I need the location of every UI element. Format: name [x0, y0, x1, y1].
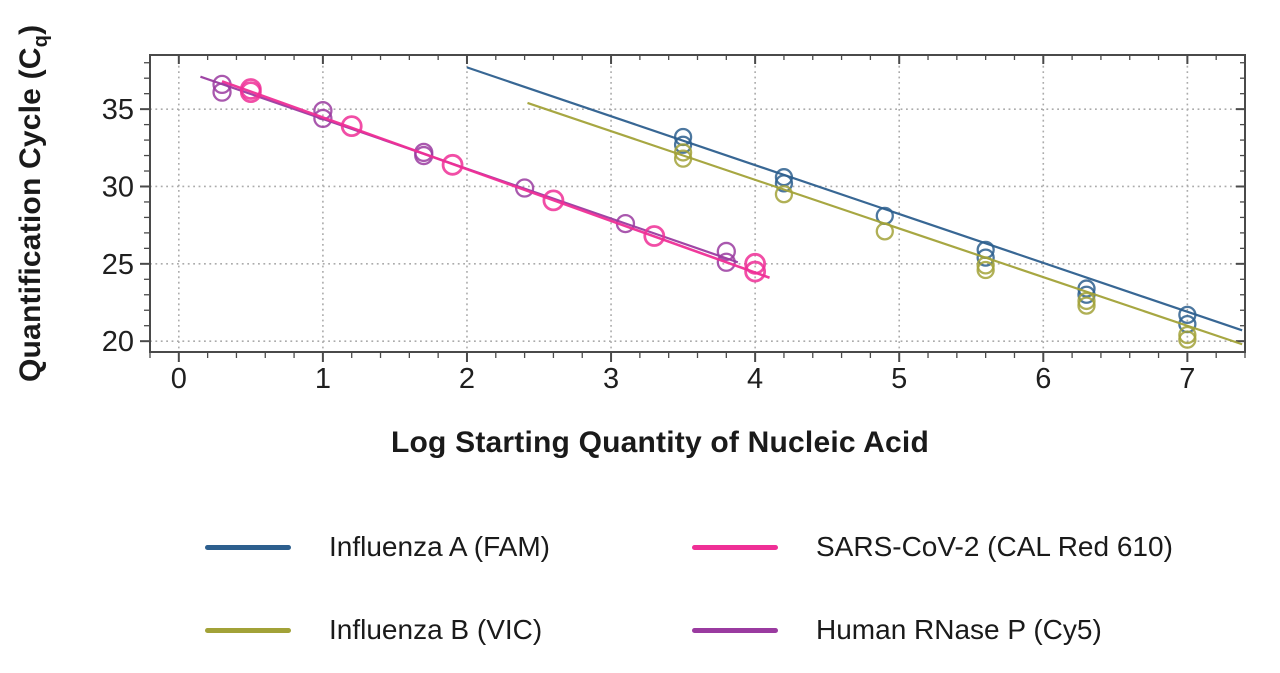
x-tick-label: 7: [1179, 363, 1195, 395]
data-point-sars-cov-2-cal-red-610: [340, 115, 363, 138]
legend-swatch-influenza-b: [205, 627, 291, 633]
legend-item-sars-cov-2: SARS-CoV-2 (CAL Red 610): [692, 531, 1173, 563]
data-point-influenza-a-fam: [673, 135, 693, 154]
legend-swatch-sars-cov-2: [692, 544, 778, 550]
data-point-influenza-b-vic: [673, 149, 693, 168]
data-point-human-rnase-p-cy5: [716, 252, 736, 272]
chart-plot-area: 0 1 2 3 4 5 6 7 20 25 30 35: [102, 54, 1246, 395]
data-point-influenza-a-fam: [1178, 305, 1197, 325]
data-point-influenza-b-vic: [875, 222, 894, 241]
data-point-human-rnase-p-cy5: [716, 241, 736, 262]
legend-item-human-rnase-p: Human RNase P (Cy5): [692, 614, 1102, 646]
x-tick-label: 5: [891, 363, 907, 395]
data-point-sars-cov-2-cal-red-610: [744, 260, 767, 283]
data-point-sars-cov-2-cal-red-610: [643, 225, 666, 247]
legend-swatch-influenza-a: [205, 544, 291, 550]
data-point-influenza-b-vic: [976, 256, 995, 275]
legend-label-influenza-a: Influenza A (FAM): [329, 531, 550, 562]
data-point-influenza-b-vic: [1178, 325, 1197, 345]
y-tick-label: 30: [102, 171, 134, 203]
x-tick-label: 6: [1035, 363, 1051, 395]
data-point-influenza-b-vic: [1077, 291, 1096, 311]
legend-swatch-human-rnase-p: [692, 627, 778, 633]
data-point-sars-cov-2-cal-red-610: [744, 252, 767, 275]
y-tick-label: 20: [102, 326, 134, 358]
data-point-influenza-b-vic: [673, 143, 693, 162]
data-point-human-rnase-p-cy5: [313, 108, 333, 129]
legend-label-human-rnase-p: Human RNase P (Cy5): [816, 614, 1102, 645]
y-tick-label: 25: [102, 249, 134, 281]
x-tick-label: 3: [603, 363, 619, 395]
data-point-sars-cov-2-cal-red-610: [441, 153, 464, 176]
legend-item-influenza-a: Influenza A (FAM): [205, 531, 550, 563]
legend-label-influenza-b: Influenza B (VIC): [329, 614, 543, 645]
legend-item-influenza-b: Influenza B (VIC): [205, 614, 542, 646]
y-tick-label: 35: [102, 94, 134, 126]
data-point-influenza-a-fam: [774, 174, 794, 193]
trendline-sars-cov-2-cal-red-610: [221, 80, 770, 279]
trendline-influenza-a-fam: [466, 66, 1243, 332]
x-tick-label: 0: [171, 363, 187, 395]
x-axis-title: Log Starting Quantity of Nucleic Acid: [391, 426, 929, 459]
data-point-influenza-b-vic: [1077, 296, 1096, 315]
data-point-sars-cov-2-cal-red-610: [239, 81, 262, 104]
data-point-influenza-a-fam: [976, 248, 995, 267]
data-point-human-rnase-p-cy5: [313, 101, 333, 121]
data-point-influenza-b-vic: [1178, 330, 1197, 349]
x-tick-label: 1: [315, 363, 331, 395]
data-point-influenza-b-vic: [774, 185, 794, 204]
x-tick-label: 4: [747, 363, 763, 395]
data-point-influenza-b-vic: [976, 260, 995, 280]
x-tick-label: 2: [459, 363, 475, 395]
legend-label-sars-cov-2: SARS-CoV-2 (CAL Red 610): [816, 531, 1173, 562]
data-point-human-rnase-p-cy5: [212, 82, 232, 102]
data-point-sars-cov-2-cal-red-610: [542, 189, 565, 212]
